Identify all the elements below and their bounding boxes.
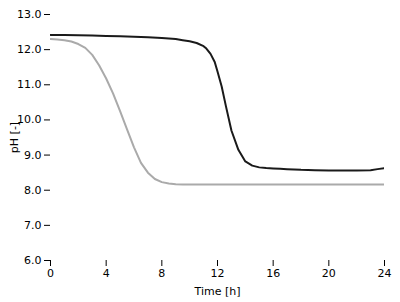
svg-text:4: 4	[103, 267, 110, 280]
svg-text:20: 20	[322, 267, 336, 280]
svg-text:13.0: 13.0	[17, 8, 42, 21]
svg-text:12.0: 12.0	[17, 43, 42, 56]
svg-text:6.0: 6.0	[24, 254, 42, 267]
svg-text:8.0: 8.0	[24, 184, 42, 197]
svg-text:Time [h]: Time [h]	[194, 285, 241, 298]
svg-text:pH [-]: pH [-]	[8, 122, 21, 153]
svg-text:16: 16	[266, 267, 280, 280]
svg-text:9.0: 9.0	[24, 149, 42, 162]
svg-text:24: 24	[378, 267, 392, 280]
svg-text:12: 12	[211, 267, 225, 280]
svg-text:8: 8	[158, 267, 165, 280]
svg-text:11.0: 11.0	[17, 78, 42, 91]
svg-text:10.0: 10.0	[17, 113, 42, 127]
svg-text:0: 0	[47, 267, 54, 280]
svg-text:7.0: 7.0	[24, 219, 42, 232]
